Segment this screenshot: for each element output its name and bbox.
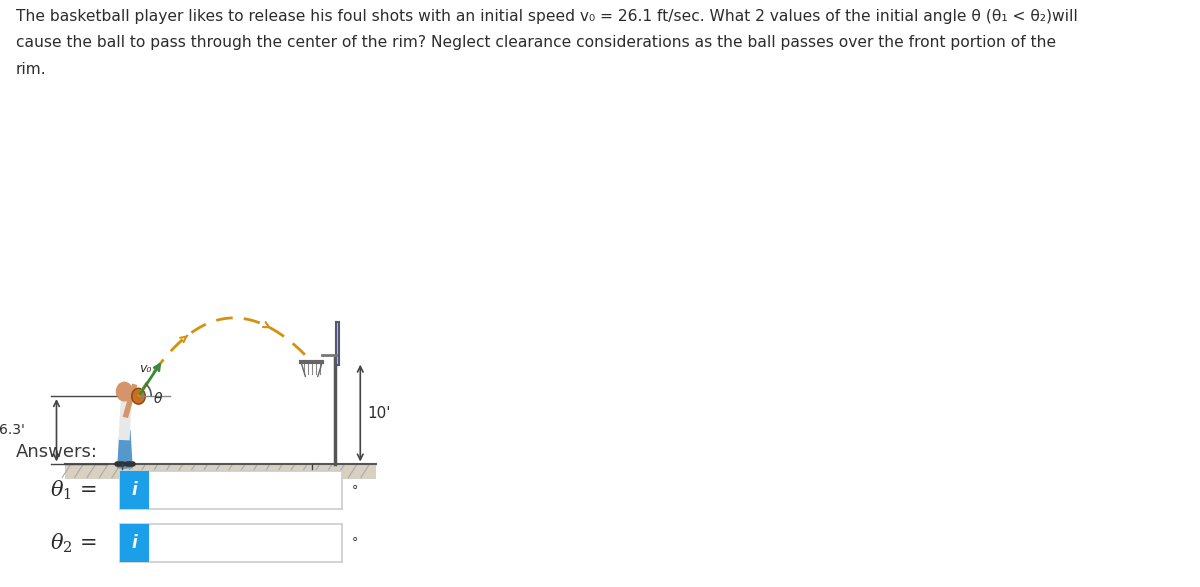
Text: Answers:: Answers: bbox=[16, 443, 97, 461]
Text: °: ° bbox=[352, 537, 358, 549]
Text: °: ° bbox=[352, 484, 358, 497]
Text: $\theta_1$ =: $\theta_1$ = bbox=[50, 478, 97, 502]
Text: $\theta_2$ =: $\theta_2$ = bbox=[50, 531, 97, 555]
Circle shape bbox=[116, 382, 132, 401]
Bar bbox=[65, 464, 376, 479]
Text: 6.3': 6.3' bbox=[0, 423, 25, 437]
Bar bbox=[336, 322, 340, 365]
Text: i: i bbox=[132, 481, 137, 499]
Circle shape bbox=[132, 388, 145, 404]
Text: rim.: rim. bbox=[16, 62, 47, 77]
Text: cause the ball to pass through the center of the rim? Neglect clearance consider: cause the ball to pass through the cente… bbox=[16, 35, 1056, 50]
Text: i: i bbox=[132, 534, 137, 552]
Text: 10': 10' bbox=[367, 406, 390, 421]
Text: θ: θ bbox=[154, 392, 162, 406]
Text: 13.75': 13.75' bbox=[193, 489, 240, 504]
Text: The basketball player likes to release his foul shots with an initial speed v₀ =: The basketball player likes to release h… bbox=[16, 9, 1078, 24]
Text: v₀: v₀ bbox=[139, 362, 151, 375]
